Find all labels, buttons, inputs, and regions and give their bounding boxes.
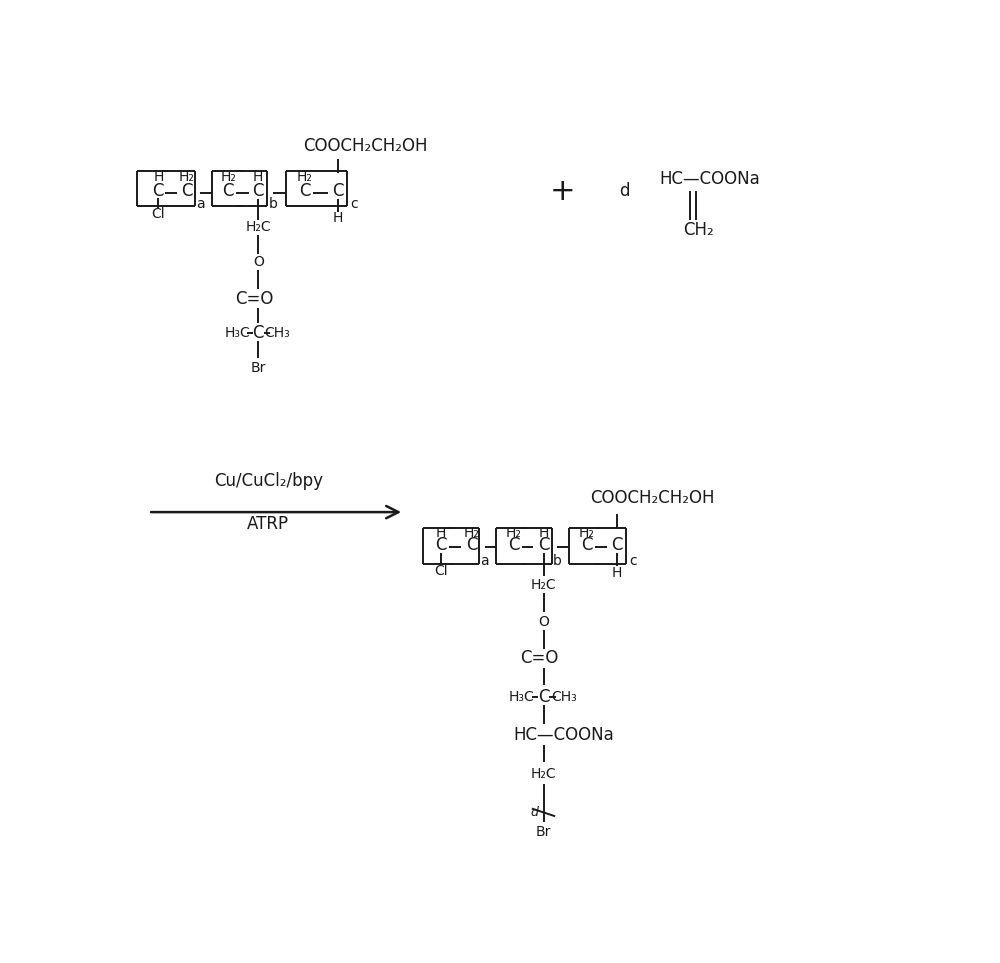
Text: O: O xyxy=(538,615,549,629)
Text: b: b xyxy=(269,197,277,211)
Text: C: C xyxy=(538,536,549,555)
Text: C: C xyxy=(538,688,549,706)
Text: C: C xyxy=(332,182,344,200)
Text: C: C xyxy=(222,182,234,200)
Text: C: C xyxy=(508,536,520,555)
Text: c: c xyxy=(629,554,636,567)
Text: Br: Br xyxy=(536,824,551,839)
Text: C: C xyxy=(581,536,593,555)
Text: C: C xyxy=(181,182,193,200)
Text: C=O: C=O xyxy=(520,649,559,667)
Text: ATRP: ATRP xyxy=(247,514,289,533)
Text: H: H xyxy=(436,526,446,540)
Text: a: a xyxy=(480,554,489,567)
Text: H: H xyxy=(538,526,549,540)
Text: H₂: H₂ xyxy=(506,526,522,540)
Text: H: H xyxy=(153,170,164,184)
Text: C: C xyxy=(253,182,264,200)
Text: C: C xyxy=(153,182,164,200)
Text: Cu/CuCl₂/bpy: Cu/CuCl₂/bpy xyxy=(214,472,323,490)
Text: H₂: H₂ xyxy=(220,170,236,184)
Text: H₂C: H₂C xyxy=(531,767,556,781)
Text: C: C xyxy=(611,536,623,555)
Text: H₂: H₂ xyxy=(179,170,195,184)
Text: Cl: Cl xyxy=(434,564,448,579)
Text: COOCH₂CH₂OH: COOCH₂CH₂OH xyxy=(590,489,714,508)
Text: O: O xyxy=(253,255,264,269)
Text: HC—COONa: HC—COONa xyxy=(513,726,614,744)
Text: C=O: C=O xyxy=(235,290,274,308)
Text: H: H xyxy=(333,211,343,225)
Text: H: H xyxy=(253,170,263,184)
Text: COOCH₂CH₂OH: COOCH₂CH₂OH xyxy=(303,138,428,155)
Text: H₃C: H₃C xyxy=(509,690,535,704)
Text: Cl: Cl xyxy=(152,207,165,221)
Text: H₂: H₂ xyxy=(579,526,595,540)
Text: HC—COONa: HC—COONa xyxy=(660,169,761,188)
Text: b: b xyxy=(553,554,562,567)
Text: C: C xyxy=(466,536,477,555)
Text: C: C xyxy=(435,536,447,555)
Text: H₂: H₂ xyxy=(297,170,313,184)
Text: a: a xyxy=(196,197,204,211)
Text: d: d xyxy=(530,806,538,819)
Text: H₃C: H₃C xyxy=(224,326,250,341)
Text: H₂C: H₂C xyxy=(531,578,556,592)
Text: C: C xyxy=(253,325,264,343)
Text: d: d xyxy=(620,182,630,200)
Text: c: c xyxy=(350,197,357,211)
Text: CH₃: CH₃ xyxy=(551,690,577,704)
Text: C: C xyxy=(299,182,311,200)
Text: H: H xyxy=(612,566,622,580)
Text: +: + xyxy=(550,176,576,205)
Text: CH₂: CH₂ xyxy=(683,221,714,239)
Text: CH₃: CH₃ xyxy=(264,326,290,341)
Text: Br: Br xyxy=(251,361,266,376)
Text: H₂: H₂ xyxy=(463,526,479,540)
Text: H₂C: H₂C xyxy=(245,221,271,234)
